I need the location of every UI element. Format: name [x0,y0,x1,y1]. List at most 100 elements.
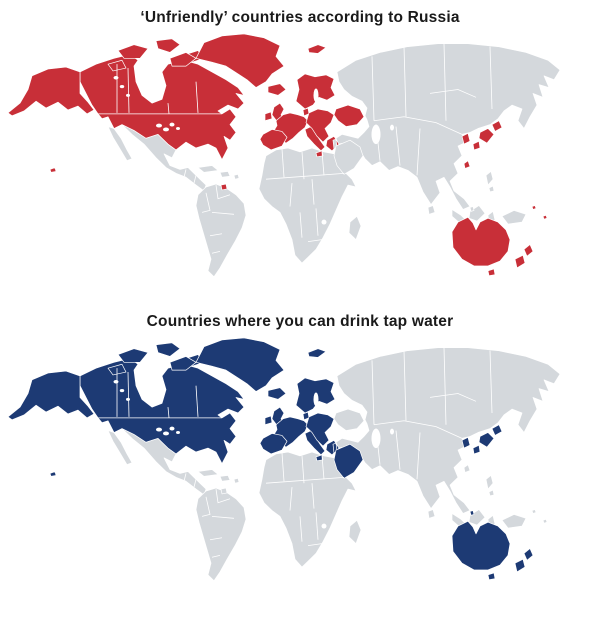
country-border-line [211,554,221,558]
country-border-line [299,212,303,238]
region-sri-lanka [427,205,436,215]
region-tasmania [487,572,496,581]
world-map-tap-water [0,335,600,608]
region-iberia [259,433,288,455]
region-arctic-islands [155,38,181,53]
country-border-line [395,126,401,166]
country-border-line [301,455,305,484]
world-map-russia-unfriendly [0,31,600,304]
country-border-line [429,89,477,98]
lake-or-sea [113,380,119,384]
region-italy [315,454,324,462]
region-philippines [488,489,495,497]
country-border-line [183,169,187,178]
region-japan [491,424,503,436]
lake-or-sea [176,431,180,434]
region-arctic-islands [169,356,197,371]
region-africa [258,451,357,568]
map-panel-tap-water: Countries where you can drink tap water [0,311,600,608]
region-australia [451,216,511,267]
region-greenland [195,337,285,392]
region-usa [97,108,237,161]
lake-or-sea [390,428,394,435]
region-micronesia [531,205,537,210]
country-border-line [403,46,407,117]
lake-or-sea [119,85,125,89]
lake-or-sea [321,523,327,529]
region-greenland [195,33,285,88]
region-japan [491,120,503,132]
country-border-line [311,179,315,205]
lake-or-sea [337,431,355,438]
region-usa [97,412,237,465]
region-iberia [259,129,288,151]
lake-or-sea [156,123,162,128]
country-border-line [373,420,463,439]
country-border-line [371,56,375,121]
region-caribbean [233,173,240,180]
lake-or-sea [371,124,381,145]
region-asia [335,347,561,514]
region-arctic-islands [155,342,181,357]
region-micronesia [542,214,548,220]
region-new-zealand [514,558,526,573]
country-border-line [167,407,170,418]
country-border-line [311,483,315,509]
region-south-korea [461,133,471,145]
region-hawaii [49,471,57,477]
region-taiwan [463,160,471,169]
country-border-line [265,172,345,180]
region-new-zealand [523,244,534,257]
country-border-line [201,496,211,517]
country-border-line [211,250,221,254]
country-border-line [195,81,199,113]
lake-or-sea [163,431,169,436]
country-border-line [209,233,223,237]
lake-or-sea [313,88,319,103]
region-caribbean [233,477,240,484]
lake-or-sea [126,93,130,97]
country-border-line [183,473,187,482]
region-saudi-arabia [333,443,364,479]
region-south-korea [461,437,471,449]
lake-or-sea [163,127,169,132]
region-caribbean [219,171,231,178]
region-caribbean [197,469,219,477]
country-border-line [489,46,493,110]
lake-or-sea [156,427,162,432]
country-border-line [371,360,375,425]
region-philippines [485,475,494,490]
country-border-line [443,347,447,425]
country-border-line [289,487,293,511]
country-border-line [209,537,223,541]
region-taiwan [463,464,471,473]
region-caribbean [197,165,219,173]
region-africa [258,147,357,264]
region-italy [315,150,324,158]
region-svalbard [307,348,327,358]
map-title-russia-unfriendly: ‘Unfriendly’ countries according to Russ… [140,9,460,26]
country-border-line [301,151,305,180]
region-japan [478,432,495,448]
region-europe-central [305,108,335,143]
country-border-line [195,385,199,417]
region-ireland [264,415,273,426]
lake-or-sea [390,124,394,131]
country-border-line [416,128,421,176]
region-iceland [267,83,287,96]
region-australia [451,520,511,571]
lake-or-sea [371,428,381,449]
lake-or-sea [313,392,319,407]
country-border-line [416,432,421,480]
map-title-tap-water: Countries where you can drink tap water [146,313,454,330]
country-border-line [307,239,323,242]
country-border-line [321,151,325,176]
lake-or-sea [169,122,175,127]
region-sri-lanka [427,509,436,519]
lake-or-sea [119,389,125,393]
region-singapore [469,510,475,516]
lake-or-sea [176,127,180,130]
region-alaska [7,370,95,421]
region-micronesia [542,518,548,524]
country-border-line [215,184,231,200]
